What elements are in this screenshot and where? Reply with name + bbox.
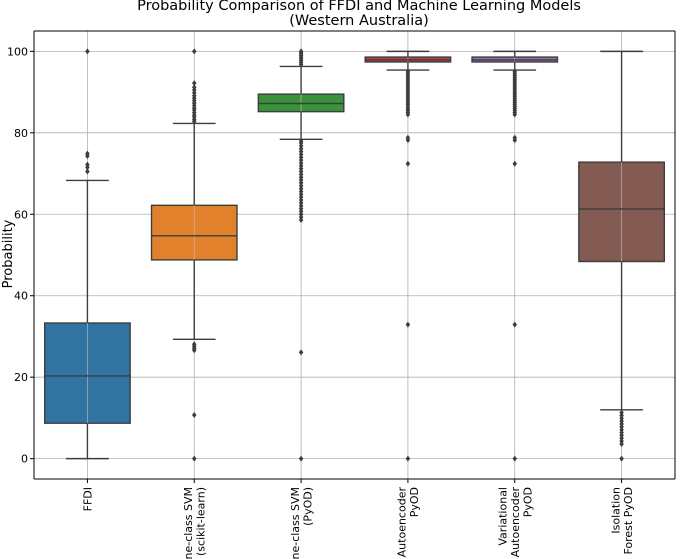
box-group [43,48,131,460]
outlier-point [405,68,411,75]
outlier-point [192,80,197,87]
outlier-point [192,412,197,419]
outlier-point [512,160,517,167]
x-tick-label: FFDI [81,487,94,511]
x-tick-label: Autoencoder [396,487,409,558]
outlier-point [192,84,197,91]
y-tick-label: 20 [14,371,28,384]
outlier-point [512,321,517,328]
outlier-point [405,160,411,167]
y-tick-label: 60 [14,208,28,221]
x-tick-label: PyOD [408,487,421,517]
outlier-point [405,134,411,141]
box-layer [43,48,666,462]
box-group [150,48,238,462]
x-tick-label: Variational [496,487,509,546]
chart-title: Probability Comparison of FFDI and Machi… [137,0,581,14]
y-axis-label: Probability [1,219,16,288]
outlier-point [298,137,304,144]
outlier-point [85,168,90,175]
y-tick-label: 40 [14,290,28,303]
y-tick-label: 0 [21,453,28,466]
outlier-point [192,341,197,348]
outlier-point [405,455,411,462]
x-tick-label: (PyOD) [301,487,314,526]
chart-subtitle: (Western Australia) [289,13,429,29]
outlier-point [512,455,517,462]
x-tick-label: (scikit-learn) [195,487,208,556]
box-group [257,48,345,462]
outlier-point [512,68,517,75]
outlier-point [85,48,90,55]
x-tick-label: One-class SVM [182,487,195,559]
box-group [578,50,666,462]
x-tick-label: PyOD [521,487,534,517]
outlier-point [619,409,624,416]
outlier-point [298,455,304,462]
outlier-point [85,161,90,168]
x-tick-label: Forest PyOD [622,487,635,555]
box-group [471,50,559,462]
outlier-point [298,349,304,356]
outlier-point [512,134,517,141]
outlier-point [85,150,90,157]
outlier-point [405,321,411,328]
x-tick-label: One-class SVM [289,487,302,559]
outlier-point [192,48,197,55]
y-tick-label: 100 [7,45,28,58]
x-tick-label: Isolation [609,487,622,534]
x-tick-label: Autoencoder [509,487,522,558]
outlier-point [619,455,624,462]
y-tick-label: 80 [14,127,28,140]
box-group [364,50,452,462]
outlier-point [298,48,304,55]
outlier-point [192,455,197,462]
